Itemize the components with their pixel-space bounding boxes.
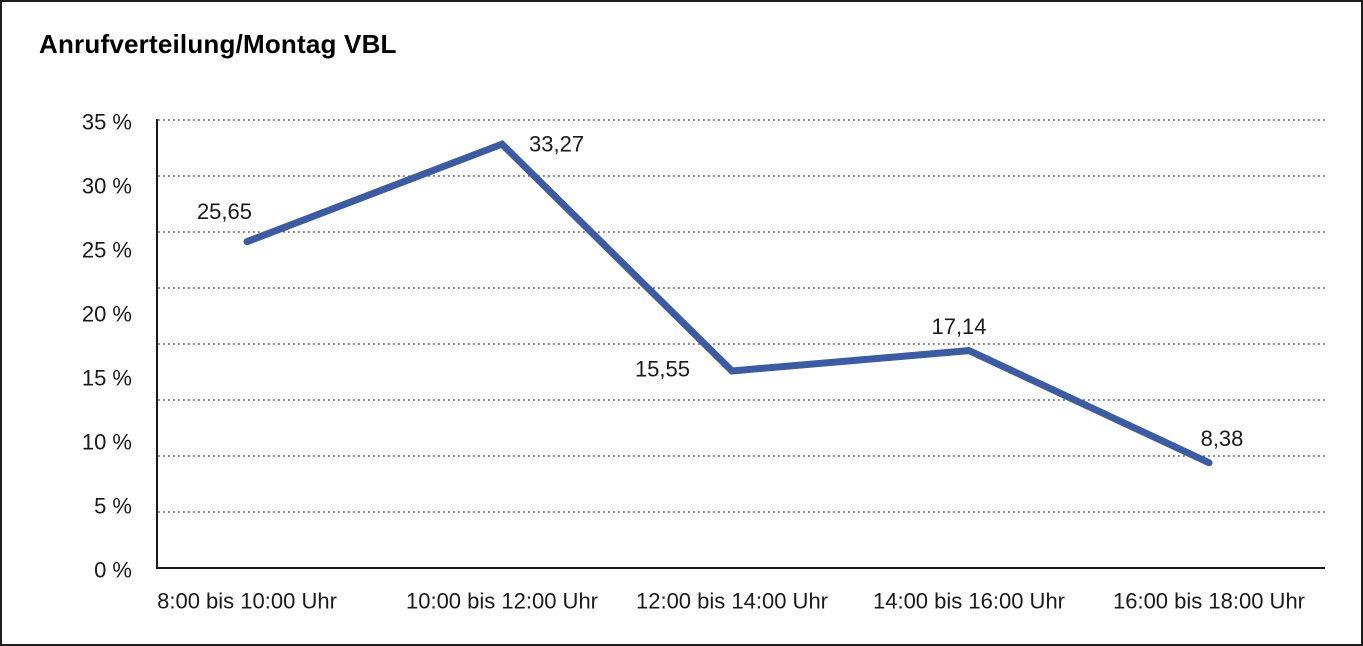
y-axis-tick-label: 15 % bbox=[82, 366, 132, 391]
x-axis-category-label: 8:00 bis 10:00 Uhr bbox=[157, 589, 337, 614]
y-axis-tick-label: 25 % bbox=[82, 238, 132, 263]
y-axis-tick-label: 35 % bbox=[82, 110, 132, 135]
data-point-value-label: 33,27 bbox=[529, 132, 584, 157]
data-point-value-label: 8,38 bbox=[1201, 426, 1244, 451]
y-axis-tick-label: 0 % bbox=[94, 558, 132, 583]
axis-line bbox=[156, 119, 1325, 569]
x-axis-category-label: 16:00 bis 18:00 Uhr bbox=[1113, 589, 1305, 614]
x-axis-category-label: 14:00 bis 16:00 Uhr bbox=[873, 589, 1065, 614]
chart-title: Anrufverteilung/Montag VBL bbox=[39, 29, 397, 59]
x-axis-category-label: 12:00 bis 14:00 Uhr bbox=[636, 589, 828, 614]
data-series-line bbox=[243, 140, 1213, 467]
x-axis-category-label: 10:00 bis 12:00 Uhr bbox=[406, 589, 598, 614]
data-point-value-label: 17,14 bbox=[931, 314, 986, 339]
data-point-value-label: 15,55 bbox=[635, 356, 690, 381]
y-axis-tick-label: 5 % bbox=[94, 494, 132, 519]
y-axis-tick-label: 10 % bbox=[82, 430, 132, 455]
data-point-value-label: 25,65 bbox=[197, 199, 252, 224]
y-axis-tick-label: 20 % bbox=[82, 302, 132, 327]
y-axis-tick-label: 30 % bbox=[82, 174, 132, 199]
